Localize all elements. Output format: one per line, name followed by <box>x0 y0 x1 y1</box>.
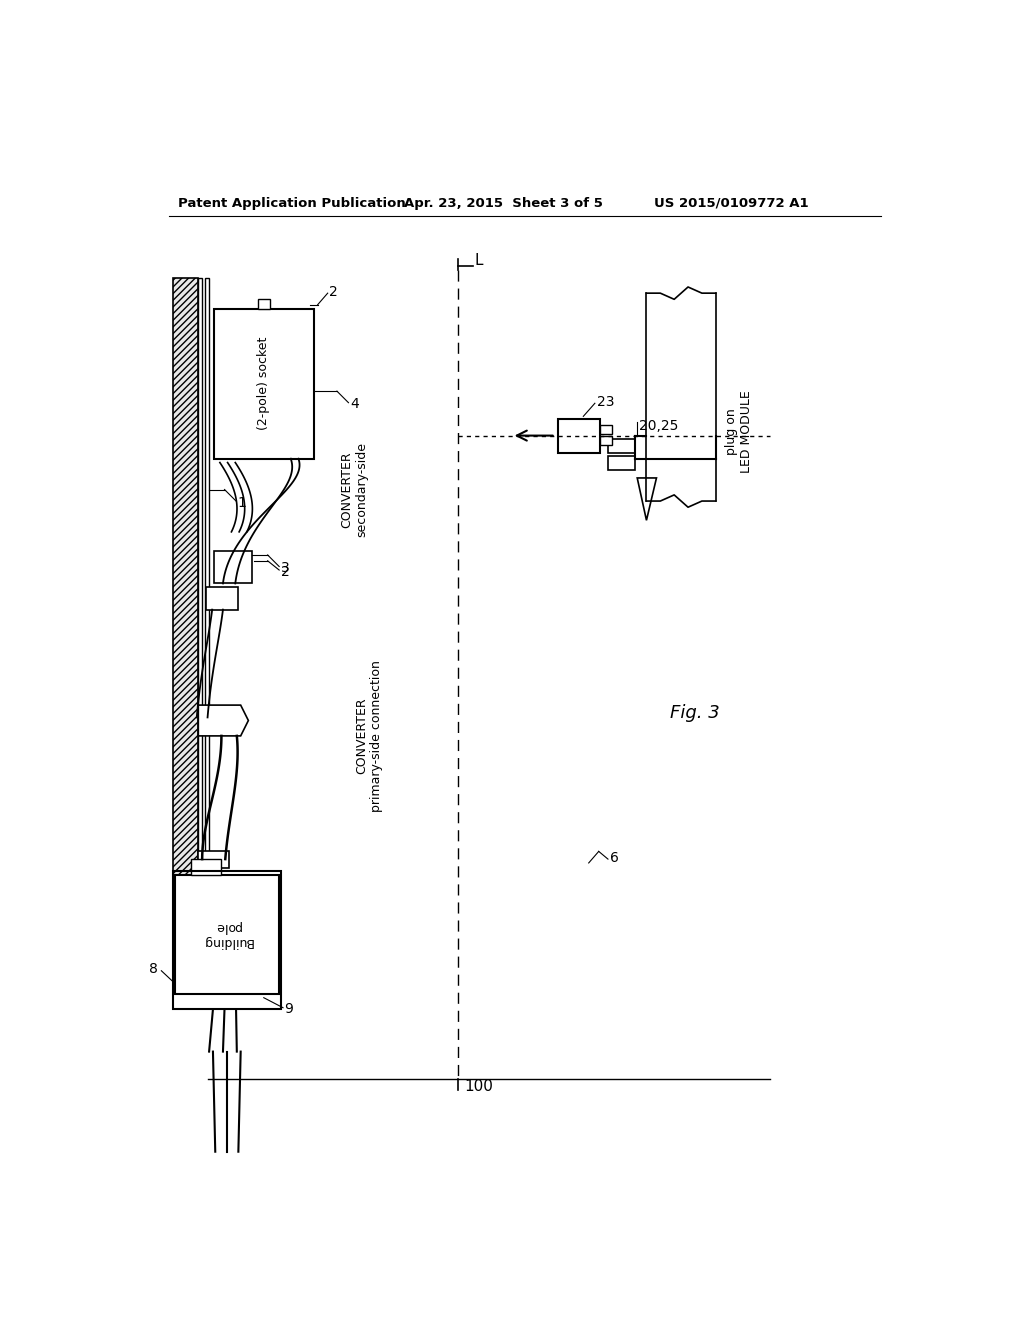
Bar <box>206 586 239 610</box>
Text: Fig. 3: Fig. 3 <box>670 704 719 722</box>
Text: L: L <box>475 253 483 268</box>
Text: 2: 2 <box>330 285 338 298</box>
Bar <box>600 436 611 445</box>
Bar <box>199 851 229 869</box>
Bar <box>600 425 611 434</box>
Bar <box>214 552 252 583</box>
Polygon shape <box>199 705 249 737</box>
Text: 23: 23 <box>597 395 614 409</box>
Bar <box>205 277 209 990</box>
Bar <box>175 875 280 994</box>
Text: 6: 6 <box>610 850 620 865</box>
Bar <box>608 440 635 453</box>
Text: 2: 2 <box>281 565 290 578</box>
Text: Building
pole: Building pole <box>202 920 253 948</box>
Text: CONVERTER
secondary-side: CONVERTER secondary-side <box>340 442 368 537</box>
Text: Patent Application Publication: Patent Application Publication <box>178 197 407 210</box>
Bar <box>258 300 270 309</box>
Text: 9: 9 <box>285 1002 294 1016</box>
Bar <box>173 871 282 1010</box>
Text: US 2015/0109772 A1: US 2015/0109772 A1 <box>654 197 809 210</box>
Text: Apr. 23, 2015  Sheet 3 of 5: Apr. 23, 2015 Sheet 3 of 5 <box>403 197 603 210</box>
Bar <box>190 859 221 875</box>
Text: 3: 3 <box>281 561 290 576</box>
Polygon shape <box>173 277 198 990</box>
Bar <box>558 418 600 453</box>
Bar <box>198 277 202 990</box>
Text: 4: 4 <box>351 397 359 412</box>
Text: 1: 1 <box>238 495 247 510</box>
Text: 20,25: 20,25 <box>639 418 678 433</box>
Text: 8: 8 <box>150 962 159 977</box>
Bar <box>608 457 635 470</box>
Bar <box>214 309 313 459</box>
Text: 100: 100 <box>464 1078 493 1094</box>
Polygon shape <box>637 478 656 520</box>
Text: CONVERTER
primary-side connection: CONVERTER primary-side connection <box>355 660 383 812</box>
Text: (2-pole) socket: (2-pole) socket <box>257 337 270 430</box>
Text: plug on
LED MODULE: plug on LED MODULE <box>725 391 753 473</box>
